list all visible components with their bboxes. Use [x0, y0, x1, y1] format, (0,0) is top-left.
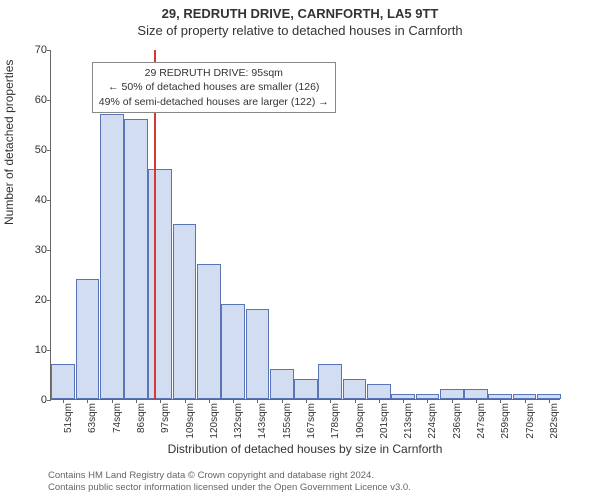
x-tick-label: 143sqm — [257, 403, 268, 439]
x-tick-label: 74sqm — [112, 403, 123, 433]
x-tick-label: 213sqm — [403, 403, 414, 439]
histogram-bar — [51, 364, 75, 399]
x-tick-mark — [209, 399, 210, 403]
histogram-bar — [148, 169, 172, 399]
chart-title-line1: 29, REDRUTH DRIVE, CARNFORTH, LA5 9TT — [0, 0, 600, 21]
x-tick-label: 51sqm — [63, 403, 74, 433]
histogram-bar — [124, 119, 148, 399]
x-tick-label: 259sqm — [500, 403, 511, 439]
callout-line2: ← 50% of detached houses are smaller (12… — [99, 80, 329, 94]
x-tick-mark — [136, 399, 137, 403]
attribution: Contains HM Land Registry data © Crown c… — [48, 470, 411, 494]
x-tick-label: 120sqm — [209, 403, 220, 439]
y-tick-mark — [47, 400, 51, 401]
x-tick-mark — [500, 399, 501, 403]
x-tick-label: 224sqm — [427, 403, 438, 439]
histogram-bar — [367, 384, 391, 399]
x-tick-label: 247sqm — [476, 403, 487, 439]
attribution-line2: Contains public sector information licen… — [48, 482, 411, 494]
x-tick-mark — [306, 399, 307, 403]
x-tick-label: 63sqm — [87, 403, 98, 433]
callout-box: 29 REDRUTH DRIVE: 95sqm← 50% of detached… — [92, 62, 336, 113]
y-tick-mark — [47, 150, 51, 151]
y-tick-mark — [47, 200, 51, 201]
y-tick-mark — [47, 350, 51, 351]
x-tick-mark — [257, 399, 258, 403]
y-tick-mark — [47, 300, 51, 301]
x-tick-label: 155sqm — [282, 403, 293, 439]
x-tick-label: 201sqm — [379, 403, 390, 439]
x-tick-label: 109sqm — [185, 403, 196, 439]
x-tick-mark — [185, 399, 186, 403]
x-tick-mark — [87, 399, 88, 403]
x-tick-mark — [233, 399, 234, 403]
x-tick-label: 190sqm — [355, 403, 366, 439]
x-tick-mark — [112, 399, 113, 403]
callout-line3: 49% of semi-detached houses are larger (… — [99, 95, 329, 109]
x-tick-mark — [330, 399, 331, 403]
x-tick-mark — [549, 399, 550, 403]
plot-region: 01020304050607051sqm63sqm74sqm86sqm97sqm… — [50, 50, 560, 400]
x-tick-label: 270sqm — [525, 403, 536, 439]
y-axis-label: Number of detached properties — [2, 60, 16, 225]
x-tick-label: 282sqm — [549, 403, 560, 439]
histogram-bar — [221, 304, 245, 399]
y-tick-mark — [47, 250, 51, 251]
y-tick-mark — [47, 100, 51, 101]
x-tick-label: 86sqm — [136, 403, 147, 433]
histogram-bar — [246, 309, 270, 399]
x-tick-label: 236sqm — [452, 403, 463, 439]
x-tick-mark — [403, 399, 404, 403]
chart-title-line2: Size of property relative to detached ho… — [0, 21, 600, 38]
histogram-bar — [173, 224, 197, 399]
x-tick-mark — [160, 399, 161, 403]
histogram-bar — [343, 379, 367, 399]
x-tick-label: 97sqm — [160, 403, 171, 433]
histogram-bar — [440, 389, 464, 399]
x-tick-mark — [282, 399, 283, 403]
x-tick-mark — [379, 399, 380, 403]
x-tick-mark — [355, 399, 356, 403]
histogram-bar — [464, 389, 488, 399]
chart-area: 01020304050607051sqm63sqm74sqm86sqm97sqm… — [50, 50, 560, 400]
histogram-bar — [270, 369, 294, 399]
histogram-bar — [318, 364, 342, 399]
x-tick-mark — [427, 399, 428, 403]
histogram-bar — [294, 379, 318, 399]
x-tick-label: 132sqm — [233, 403, 244, 439]
x-axis-label: Distribution of detached houses by size … — [50, 442, 560, 456]
x-tick-mark — [476, 399, 477, 403]
histogram-bar — [76, 279, 100, 399]
x-tick-mark — [452, 399, 453, 403]
histogram-bar — [100, 114, 124, 399]
y-tick-mark — [47, 50, 51, 51]
x-tick-label: 167sqm — [306, 403, 317, 439]
x-tick-mark — [63, 399, 64, 403]
attribution-line1: Contains HM Land Registry data © Crown c… — [48, 470, 411, 482]
histogram-bar — [197, 264, 221, 399]
x-tick-label: 178sqm — [330, 403, 341, 439]
x-tick-mark — [525, 399, 526, 403]
callout-line1: 29 REDRUTH DRIVE: 95sqm — [99, 66, 329, 80]
